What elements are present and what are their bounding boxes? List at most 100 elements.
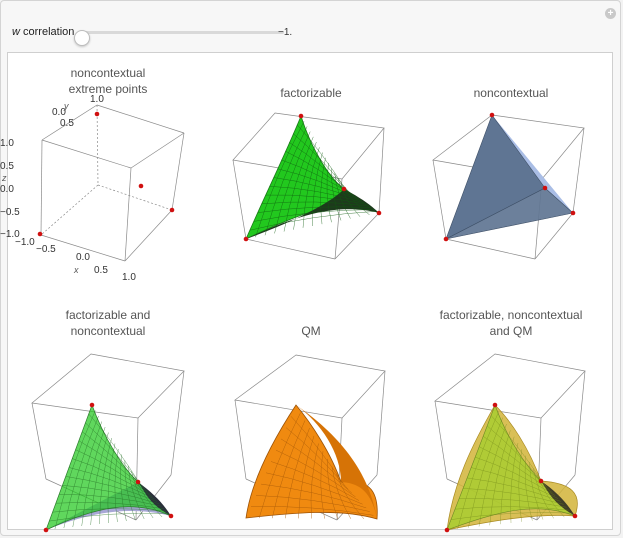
mesh-line [260, 483, 367, 509]
plot-noncontextual[interactable]: noncontextual [411, 53, 611, 291]
extreme-point [168, 513, 174, 519]
correlation-label: w correlation [12, 26, 74, 38]
z-tick: −1.0 [0, 229, 20, 240]
extreme-point [538, 478, 544, 484]
y-tick: 1.0 [90, 94, 104, 105]
mesh-line [68, 467, 155, 500]
mesh-line [533, 468, 554, 519]
plot-canvas [31, 353, 185, 533]
extreme-point [489, 112, 495, 118]
z-tick: 0.5 [0, 161, 14, 172]
mesh-line [63, 415, 99, 529]
mesh-line [500, 436, 515, 525]
mesh-line [489, 430, 511, 526]
plot-qm[interactable]: QM [211, 293, 411, 531]
extreme-points [443, 112, 576, 242]
plot-canvas [434, 353, 586, 533]
plot-title-line: factorizable and [65, 308, 151, 322]
mesh-line [85, 422, 143, 488]
slider-thumb[interactable] [74, 30, 90, 46]
combined-region [446, 404, 578, 531]
plot-factorizable-noncontextual-qm[interactable]: factorizable, noncontextual and QM [411, 293, 611, 533]
plot-factorizable-and-noncontextual[interactable]: factorizable and noncontextual [8, 293, 208, 533]
surface-mesh [49, 410, 169, 530]
mesh-line [258, 412, 301, 519]
plot-canvas: 1.0 0.5 0.0 y 1.0 0.5 0.0 −0.5 −1.0 z −1… [0, 94, 185, 283]
mesh-line [265, 194, 367, 205]
mesh-line [290, 416, 345, 486]
correlation-slider[interactable] [74, 30, 284, 46]
z-tick: 0.0 [0, 184, 14, 195]
mesh-line [49, 512, 169, 522]
mesh-line [320, 157, 326, 225]
mesh-line [255, 121, 305, 238]
mesh-line [127, 465, 145, 520]
mesh-line [107, 443, 116, 524]
extreme-point [376, 210, 382, 216]
mesh-line [340, 183, 370, 216]
plot-title-line: noncontextual [70, 324, 146, 338]
mesh-line [478, 446, 553, 493]
plot-factorizable[interactable]: factorizable [211, 53, 411, 291]
mesh-line [529, 461, 544, 520]
mesh-line [114, 448, 119, 523]
mesh-line [52, 508, 167, 513]
surface-mesh [450, 411, 573, 529]
y-axis-label: y [63, 101, 69, 111]
mesh-line [326, 162, 332, 223]
extreme-point [138, 183, 144, 189]
mesh-line [302, 147, 320, 228]
z-tick: 1.0 [0, 138, 14, 149]
plot-title-line: extreme points [68, 82, 148, 96]
mesh-line [327, 458, 338, 519]
extreme-point [89, 402, 95, 408]
mesh-line [255, 495, 370, 512]
mesh-line [271, 420, 306, 519]
mesh-line [55, 502, 164, 509]
mesh-line [334, 173, 351, 219]
mesh-line [99, 437, 112, 525]
x-tick: −0.5 [36, 244, 56, 255]
noncontextual-tetrahedron [445, 114, 574, 240]
plot-title-line: QM [301, 324, 321, 338]
plus-icon[interactable]: + [605, 8, 616, 19]
z-tick: −0.5 [0, 207, 20, 218]
mesh-line [292, 133, 350, 193]
mesh-line [75, 449, 150, 495]
plot-noncontextual-extreme-points[interactable]: noncontextual extreme points 1.0 0.5 0.0 [0, 53, 208, 291]
extreme-point [37, 231, 43, 237]
mesh-line [458, 498, 567, 508]
extreme-points [243, 113, 382, 242]
intersection-region [45, 403, 172, 531]
plot-title: factorizable, noncontextual and QM [411, 307, 611, 339]
mesh-line [264, 126, 308, 236]
plot-title-line: factorizable [280, 86, 342, 100]
mesh-line [54, 410, 96, 530]
mesh-line [331, 466, 352, 519]
plot-canvas [432, 112, 585, 260]
x-tick: 0.5 [94, 265, 108, 276]
mesh-line [510, 442, 519, 524]
factorizable-surface [245, 114, 380, 240]
correlation-label-text: correlation [19, 26, 75, 38]
plot-title: factorizable and noncontextual [8, 307, 208, 339]
plot-title-line: factorizable, noncontextual [439, 308, 583, 322]
extreme-point [243, 236, 249, 242]
plot-canvas [234, 354, 386, 521]
extreme-point [492, 402, 498, 408]
mesh-line [298, 435, 315, 519]
mesh-line [310, 443, 319, 519]
mesh-line [285, 150, 355, 197]
mesh-line [468, 417, 503, 528]
mesh-line [280, 438, 352, 494]
mesh-line [134, 476, 163, 518]
extreme-point [572, 513, 578, 519]
mesh-line [270, 461, 360, 501]
mesh-line [62, 485, 160, 505]
mesh-line [524, 455, 533, 521]
plot-title: noncontextual extreme points [8, 65, 208, 97]
mesh-line [78, 440, 148, 492]
extreme-point [94, 111, 100, 117]
mesh-line [331, 168, 342, 221]
qm-body [245, 404, 378, 520]
